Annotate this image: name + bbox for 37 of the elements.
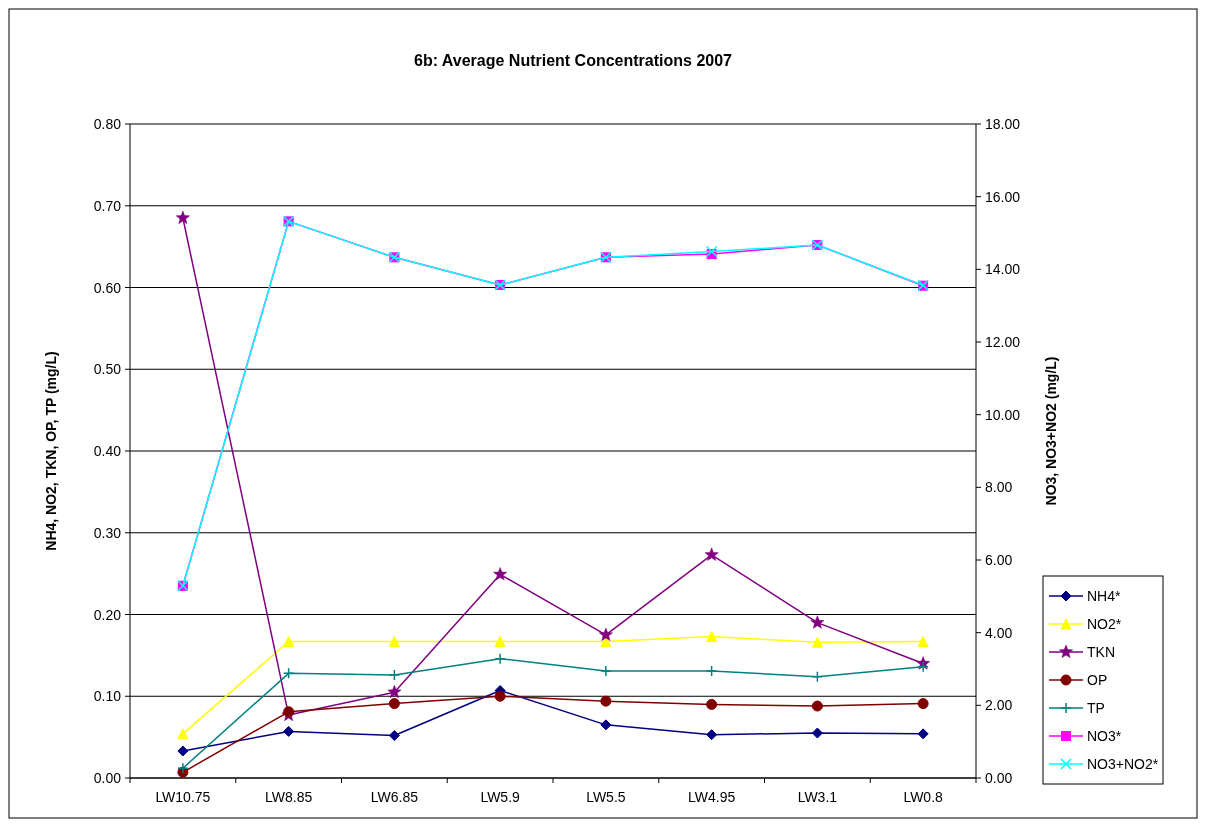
y2-tick-label: 8.00 [985,479,1013,496]
x-tick-label: LW6.85 [370,789,419,805]
y2-tick-label: 10.00 [985,406,1021,423]
y-tick-label: 0.60 [93,279,122,296]
y-tick-label: 0.80 [93,116,122,132]
y-tick-label: 0.40 [93,443,122,459]
legend-label: NO3+NO2* [1087,756,1159,772]
y-tick-label: 0.50 [93,361,122,378]
x-tick-label: LW5.5 [586,789,626,805]
y2-tick-label: 0.00 [985,770,1013,786]
y2-tick-label: 14.00 [985,261,1021,278]
x-tick-label: LW4.95 [688,789,736,805]
y-tick-label: 0.00 [93,770,122,786]
y2-tick-label: 2.00 [985,697,1013,714]
y-tick-label: 0.70 [93,197,122,214]
y2-tick-label: 4.00 [985,624,1013,641]
y2-axis-title: NO3, NO3+NO2 (mg/L) [1043,356,1059,506]
legend-label: NH4* [1087,588,1122,604]
y2-tick-label: 18.00 [985,116,1021,132]
y2-tick-label: 12.00 [985,334,1021,350]
x-tick-label: LW0.8 [903,789,944,805]
x-tick-label: LW8.85 [265,789,313,805]
y-tick-label: 0.30 [93,524,122,541]
legend-label: NO3* [1087,728,1122,744]
legend-label: NO2* [1087,616,1122,632]
y2-tick-label: 16.00 [985,188,1021,205]
legend-label: TP [1087,700,1105,716]
legend-label: TKN [1087,644,1115,660]
y2-tick-label: 6.00 [985,552,1013,568]
y-axis-title: NH4, NO2, TKN, OP, TP (mg/L) [43,351,59,551]
y-tick-label: 0.10 [93,688,122,705]
y-tick-label: 0.20 [93,606,122,623]
x-tick-label: LW3.1 [797,789,838,805]
chart-title: 6b: Average Nutrient Concentrations 2007 [413,52,733,69]
legend-label: OP [1087,672,1108,688]
x-tick-label: LW10.75 [155,789,211,805]
x-tick-label: LW5.9 [480,789,521,805]
